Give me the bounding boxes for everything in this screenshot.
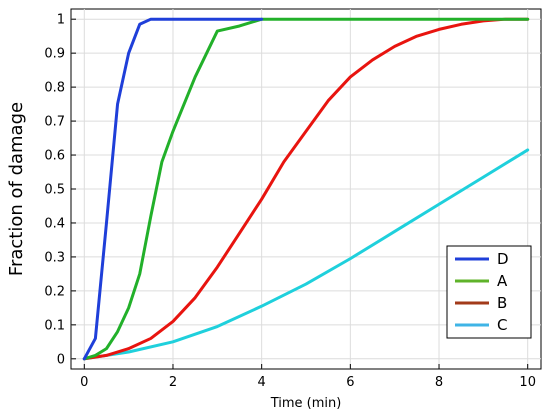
x-tick-label: 2 bbox=[169, 375, 177, 390]
x-tick-label: 8 bbox=[435, 375, 443, 390]
legend-label-a: A bbox=[497, 272, 508, 290]
y-tick-label: 0.4 bbox=[44, 216, 65, 231]
x-axis-ticks: 0 2 4 6 8 10 bbox=[80, 364, 536, 390]
x-tick-label: 6 bbox=[346, 375, 354, 390]
series-line-c bbox=[82, 148, 530, 361]
y-tick-label: 0.9 bbox=[44, 47, 65, 62]
legend-box bbox=[446, 245, 532, 339]
legend-label-d: D bbox=[497, 250, 509, 268]
legend-label-c: C bbox=[497, 316, 507, 334]
series-group bbox=[82, 17, 530, 361]
y-axis-ticks: 0 0.1 0.2 0.3 0.4 0.5 0.6 0.7 0.8 0.9 1 bbox=[44, 13, 76, 367]
x-axis-title: Time (min) bbox=[270, 396, 342, 411]
y-tick-label: 0 bbox=[57, 352, 65, 367]
y-tick-label: 0.8 bbox=[44, 81, 65, 96]
y-axis-title: Fraction of damage bbox=[6, 102, 27, 276]
x-tick-label: 0 bbox=[80, 375, 88, 390]
y-tick-label: 0.6 bbox=[44, 149, 65, 164]
legend-label-b: B bbox=[497, 294, 507, 312]
series-line-b bbox=[82, 17, 530, 361]
y-tick-label: 0.2 bbox=[44, 284, 65, 299]
y-tick-label: 0.1 bbox=[44, 318, 65, 333]
y-tick-label: 0.5 bbox=[44, 183, 65, 198]
series-line-a bbox=[82, 17, 530, 361]
series-line-d bbox=[82, 17, 264, 361]
y-tick-label: 1 bbox=[57, 13, 65, 28]
y-tick-label: 0.3 bbox=[44, 250, 65, 265]
x-tick-label: 4 bbox=[258, 375, 266, 390]
x-tick-label: 10 bbox=[519, 375, 536, 390]
y-tick-label: 0.7 bbox=[44, 115, 65, 130]
